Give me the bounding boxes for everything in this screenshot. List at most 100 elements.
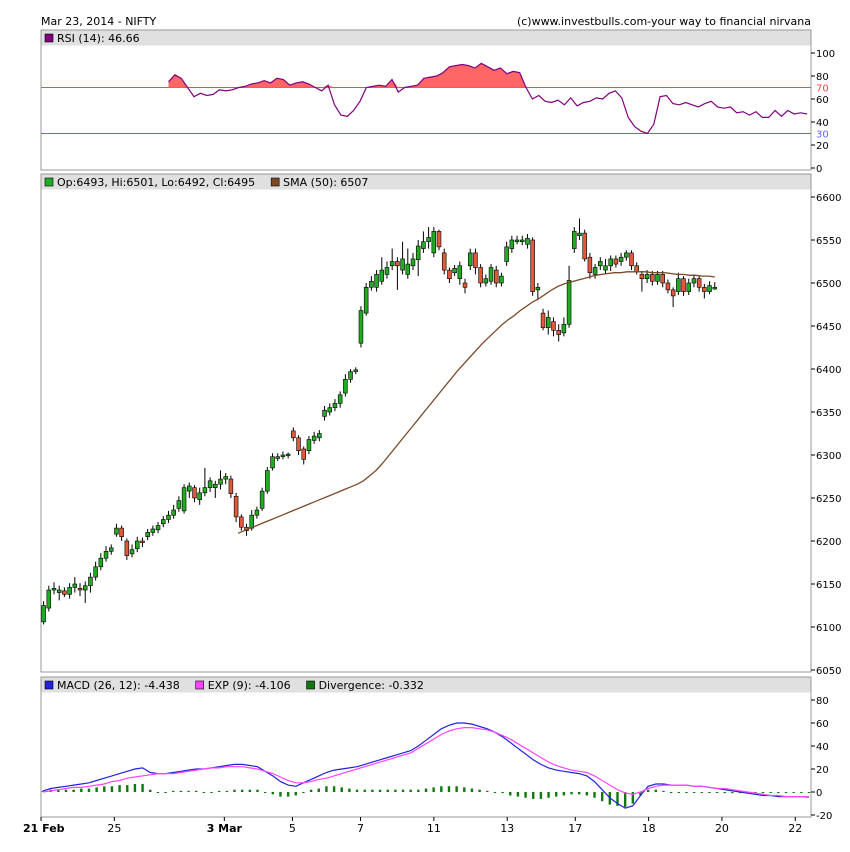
macd-legend-swatch	[306, 680, 315, 690]
candle-up	[509, 239, 515, 249]
divergence-bar	[761, 792, 765, 794]
x-tick-label: 17	[568, 822, 582, 835]
price-panel: Op:6493, Hi:6501, Lo:6492, Cl:6495 SMA (5…	[40, 173, 841, 677]
divergence-bar	[325, 786, 328, 792]
candle-down	[670, 289, 676, 297]
divergence-bar	[562, 792, 566, 796]
divergence-bar	[210, 792, 213, 793]
price-y-tick-label: 6450	[816, 322, 841, 333]
candle-down	[473, 252, 478, 268]
candle-up	[72, 583, 78, 588]
divergence-bar	[263, 792, 267, 793]
divergence-bar	[417, 789, 420, 792]
candle-up	[379, 269, 385, 282]
divergence-bar	[807, 792, 811, 793]
divergence-bar	[662, 790, 665, 792]
candle-down	[436, 231, 442, 248]
divergence-bar	[639, 792, 642, 796]
candle-up	[384, 267, 390, 275]
candle-down	[233, 495, 239, 518]
price-y-tick-label: 6550	[816, 236, 841, 247]
candle-up	[103, 551, 109, 559]
divergence-bar	[95, 787, 98, 792]
candle-up	[223, 476, 228, 480]
candle-down	[650, 274, 655, 282]
divergence-bar	[248, 789, 252, 792]
divergence-bar	[501, 792, 504, 794]
macd-y-tick-label: 60	[816, 719, 829, 730]
macd-legend-swatch	[195, 680, 205, 690]
divergence-bar	[80, 788, 83, 792]
candle-up	[592, 267, 598, 275]
rsi-y-tick-label: 60	[816, 95, 829, 106]
candle-up	[389, 261, 395, 267]
divergence-bar	[669, 792, 673, 793]
divergence-bar	[623, 792, 627, 807]
candle-up	[457, 265, 463, 279]
candle-up	[519, 239, 525, 243]
candle-up	[161, 519, 166, 525]
divergence-bar	[164, 792, 167, 793]
candle-down	[124, 540, 130, 556]
divergence-bar	[195, 790, 198, 792]
price-frame	[40, 173, 812, 673]
candle-up	[488, 267, 494, 282]
candle-up	[202, 487, 208, 494]
divergence-bar	[455, 786, 458, 792]
divergence-bar	[271, 792, 274, 795]
candle-up	[56, 589, 62, 593]
x-tick-label: 20	[715, 822, 729, 835]
divergence-bar	[516, 792, 520, 797]
candle-down	[681, 278, 686, 292]
candle-up	[561, 323, 567, 334]
candle-up	[572, 231, 577, 249]
candle-up	[82, 585, 88, 591]
candle-up	[525, 237, 530, 245]
candle-up	[285, 453, 291, 456]
candle-up	[353, 369, 359, 372]
divergence-bar	[769, 792, 772, 793]
candle-down	[291, 430, 296, 439]
candle-up	[483, 278, 489, 284]
divergence-bar	[64, 789, 68, 792]
candle-down	[447, 269, 452, 280]
candle-down	[62, 590, 67, 595]
candle-down	[192, 487, 197, 499]
candle-down	[478, 267, 483, 284]
candle-up	[311, 435, 317, 441]
divergence-bar	[715, 792, 719, 793]
candle-up	[280, 454, 286, 458]
candle-up	[686, 282, 691, 292]
x-tick-label: 7	[357, 822, 364, 835]
macd-y-tick-label: 20	[816, 765, 829, 776]
candle-up	[426, 237, 431, 243]
divergence-bar	[394, 789, 397, 792]
date-symbol-label: Mar 23, 2014 - NIFTY	[41, 15, 157, 28]
macd-y-tick-label: 80	[816, 696, 829, 707]
divergence-bar	[731, 792, 734, 794]
divergence-bar	[401, 789, 405, 792]
rsi-y-tick-label: 0	[816, 164, 822, 175]
candle-up	[254, 509, 260, 516]
candle-up	[259, 490, 265, 509]
candle-up	[108, 547, 114, 552]
x-tick-label: 21 Feb	[23, 822, 65, 835]
price-legend-swatch	[44, 177, 54, 187]
candle-down	[587, 256, 593, 273]
divergence-bar	[708, 792, 711, 793]
sma-line	[237, 271, 715, 534]
candle-up	[374, 274, 379, 288]
x-tick-label: 3 Mar	[207, 822, 243, 835]
price-y-tick-label: 6050	[816, 666, 841, 677]
candle-up	[405, 263, 411, 275]
macd-header-bar	[41, 677, 811, 693]
x-tick-label: 25	[107, 822, 121, 835]
candle-up	[270, 456, 275, 469]
candle-up	[415, 245, 421, 261]
divergence-bar	[378, 789, 382, 792]
price-legend-swatch	[270, 177, 280, 187]
candle-up	[88, 576, 93, 587]
divergence-bar	[187, 790, 190, 792]
divergence-bar	[279, 792, 282, 797]
divergence-bar	[447, 786, 451, 792]
